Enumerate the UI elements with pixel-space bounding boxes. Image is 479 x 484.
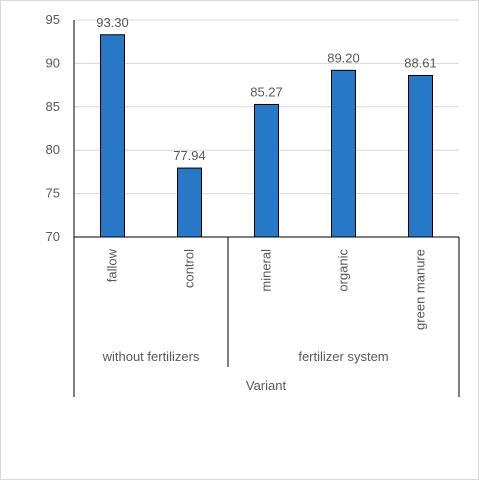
group-label: without fertilizers [102, 349, 200, 364]
bar-mineral [254, 103, 279, 238]
x-tick-label: organic [336, 249, 351, 292]
axes [73, 20, 459, 238]
x-tick-labels: fallow control mineral organic green manure [105, 248, 428, 330]
bar-fallow [100, 34, 125, 238]
category-groups: without fertilizers fertilizer system [73, 237, 460, 397]
data-label: 85.27 [250, 84, 283, 99]
y-tick-labels: 70 75 80 85 90 95 [46, 12, 60, 244]
bar-control [177, 167, 202, 238]
y-tick-label: 80 [46, 142, 60, 157]
y-tick-label: 85 [46, 99, 60, 114]
data-label: 77.94 [173, 148, 206, 163]
data-label: 88.61 [404, 55, 437, 70]
x-tick-label: fallow [105, 248, 120, 282]
y-tick-label: 90 [46, 55, 60, 70]
group-label: fertilizer system [298, 349, 388, 364]
data-labels: 93.30 77.94 85.27 89.20 88.61 [96, 15, 437, 163]
bars [100, 34, 433, 238]
bar-green-manure [408, 74, 433, 238]
bar-organic [331, 69, 356, 238]
x-tick-label: control [182, 249, 197, 288]
y-tick-label: 70 [46, 229, 60, 244]
y-tick-label: 75 [46, 186, 60, 201]
data-label: 89.20 [327, 50, 360, 65]
x-tick-label: mineral [259, 249, 274, 292]
x-tick-label: green manure [413, 249, 428, 330]
x-axis-title: Variant [246, 378, 287, 393]
y-tick-label: 95 [46, 12, 60, 27]
data-label: 93.30 [96, 15, 129, 30]
